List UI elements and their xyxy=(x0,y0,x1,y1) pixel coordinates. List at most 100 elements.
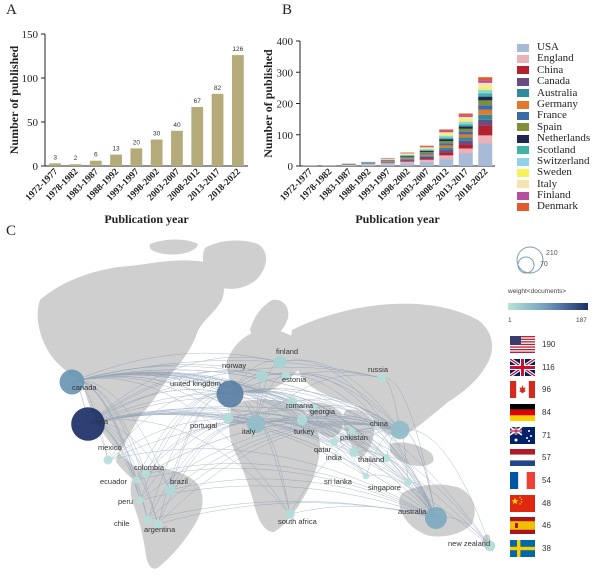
country-node xyxy=(143,515,153,525)
chart-b-bar-segment xyxy=(458,144,473,149)
chart-b-bar-segment xyxy=(478,119,493,126)
chart-b-bar-segment xyxy=(400,154,415,156)
chart-b-bar-segment xyxy=(478,105,493,110)
country-label: estonia xyxy=(282,375,307,384)
chart-b-bar-segment xyxy=(458,137,473,141)
chart-b-legend-swatch xyxy=(517,77,529,86)
flag-count-value: 48 xyxy=(542,498,551,508)
collaboration-link xyxy=(399,428,491,547)
chart-b-bar-segment xyxy=(478,100,493,106)
chart-b-bar-segment xyxy=(439,131,454,133)
canada-flag-icon xyxy=(510,381,535,399)
chart-b-bar-segment xyxy=(439,147,454,151)
chart-b-bar-segment xyxy=(419,149,434,151)
chart-b-legend-swatch xyxy=(517,134,529,143)
country-label: finland xyxy=(276,347,298,356)
chart-a-y-tick-label: 50 xyxy=(27,117,39,129)
chart-b-bar-segment xyxy=(478,109,493,115)
panel-label-a: A xyxy=(6,2,17,18)
chart-a-x-axis-title: Publication year xyxy=(104,212,189,226)
chart-b-bar-segment xyxy=(458,121,473,125)
chart-b-bar-segment xyxy=(478,80,493,83)
weight-legend: weight<documents> 1 187 xyxy=(507,288,588,324)
collaboration-link xyxy=(107,448,437,519)
chart-b-bar-segment xyxy=(439,137,454,140)
collaboration-link xyxy=(353,450,437,519)
chart-a-y-tick-label: 150 xyxy=(22,29,39,41)
flag-count-row: 116 xyxy=(510,356,555,379)
chart-a-data-label: 2 xyxy=(74,155,78,162)
chart-b-bar-segment xyxy=(458,131,473,135)
panel-label-c: C xyxy=(6,223,17,239)
country-label: qatar xyxy=(314,445,332,454)
chart-a-data-label: 126 xyxy=(232,46,243,53)
chart-b-bar-segment xyxy=(458,153,473,166)
country-label: china xyxy=(370,419,389,428)
country-label: italy xyxy=(242,427,256,436)
flag-count-row: 38 xyxy=(510,537,555,560)
chart-b-bar-segment xyxy=(419,147,434,149)
chart-b-bar-segment xyxy=(439,139,454,141)
collaboration-link xyxy=(71,369,401,431)
country-label: russia xyxy=(368,365,389,374)
collaboration-link xyxy=(71,376,257,425)
chart-a-data-label: 20 xyxy=(133,139,141,146)
chart-b-legend-label: England xyxy=(537,52,574,65)
country-label: argentina xyxy=(144,525,176,534)
chart-a-data-label: 67 xyxy=(194,98,202,105)
country-label: ecuador xyxy=(100,477,128,486)
chart-b-legend-label: Denmark xyxy=(537,200,578,213)
chart-b-bar-segment xyxy=(458,128,473,132)
country-node xyxy=(222,412,234,424)
chart-b-bar-segment xyxy=(400,161,415,164)
collaboration-link xyxy=(289,505,437,519)
chart-b-bar-segment xyxy=(400,154,415,155)
chart-b-legend: USA England China Canada Australia Germany Fra… xyxy=(517,41,590,213)
country-label: united kingdom xyxy=(170,379,221,388)
chart-a-data-label: 40 xyxy=(173,122,181,129)
collaboration-link xyxy=(135,467,437,519)
country-node xyxy=(349,447,359,457)
chart-b-bar-segment xyxy=(478,114,493,120)
chart-b-x-axis-title: Publication year xyxy=(355,212,440,226)
country-label: mexico xyxy=(98,443,122,452)
collaboration-link xyxy=(87,356,281,425)
flag-count-value: 116 xyxy=(542,362,555,372)
country-label: india xyxy=(326,453,343,462)
flag-count-row: 54 xyxy=(510,469,555,492)
chart-b-bar-segment xyxy=(439,150,454,153)
land-asia xyxy=(290,303,493,437)
chart-a-data-label: 6 xyxy=(94,152,98,159)
chart-b-bar-segment xyxy=(458,113,473,116)
chart-b-legend-swatch xyxy=(517,146,529,155)
country-nodes xyxy=(59,355,496,552)
chart-b-bar-segment xyxy=(380,163,395,165)
chart-b-bar-segment xyxy=(400,153,415,155)
collaboration-link xyxy=(87,367,383,425)
country-label: portugal xyxy=(190,421,217,430)
flag-count-row: 84 xyxy=(510,401,555,424)
chart-b-bar-segment xyxy=(400,163,415,166)
chart-b-bar-segment xyxy=(458,124,473,127)
flag-count-row: 190 xyxy=(510,333,555,356)
chart-b-bar-segment xyxy=(439,135,454,138)
country-node xyxy=(216,380,244,408)
chart-b-legend-item: Netherlands xyxy=(517,132,590,144)
chart-a-bar xyxy=(191,107,204,166)
country-node xyxy=(377,373,387,383)
country-node xyxy=(287,397,297,407)
chart-b-legend-swatch xyxy=(517,180,529,189)
chart-b-y-tick-label: 200 xyxy=(277,99,294,111)
chart-b-bar-segment xyxy=(458,134,473,138)
country-node xyxy=(71,407,105,441)
country-label: canada xyxy=(72,383,97,392)
country-label: georgia xyxy=(310,407,336,416)
country-node xyxy=(281,371,291,381)
land-north-america xyxy=(37,260,225,452)
country-label: singapore xyxy=(368,483,401,492)
country-node xyxy=(256,370,268,382)
chart-b-bar-segment xyxy=(478,86,493,90)
chart-b-y-tick-label: 100 xyxy=(277,130,294,142)
